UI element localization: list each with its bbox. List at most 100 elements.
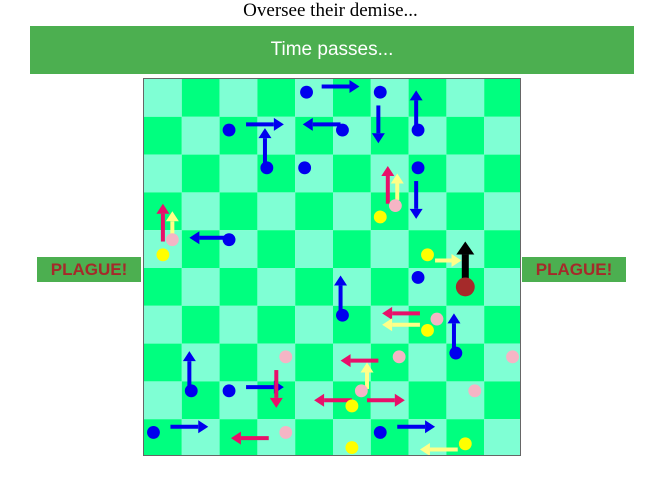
piece-blue xyxy=(336,123,349,137)
board-cell xyxy=(257,192,296,231)
page-title: Oversee their demise... xyxy=(243,0,418,21)
piece-yellow xyxy=(373,210,387,224)
piece-yellow xyxy=(421,323,434,337)
piece-blue xyxy=(373,426,387,439)
board-cell xyxy=(484,154,520,193)
board-cell xyxy=(257,305,296,344)
piece-pink xyxy=(279,426,293,439)
arrow-blue-head xyxy=(302,117,313,131)
piece-blue xyxy=(411,161,425,175)
piece-blue xyxy=(336,308,349,322)
arrow-magenta-head xyxy=(382,306,393,320)
board-cell xyxy=(446,192,485,231)
board-cell xyxy=(484,116,520,155)
arrow-yellow-head xyxy=(382,318,393,332)
piece-pink xyxy=(165,233,179,247)
arrow-blue-head xyxy=(409,208,423,219)
board-cell xyxy=(144,79,182,117)
board-cell xyxy=(144,305,182,344)
piece-yellow xyxy=(421,248,434,262)
arrow-magenta-head xyxy=(381,165,395,176)
board-cell xyxy=(295,154,333,193)
arrow-blue-head xyxy=(198,420,209,434)
arrow-magenta-head xyxy=(230,431,241,445)
arrow-blue-head xyxy=(409,90,423,101)
piece-blue xyxy=(298,161,312,175)
board-cell xyxy=(484,305,520,344)
piece-blue xyxy=(222,233,236,247)
arrow-blue-head xyxy=(425,420,436,434)
board-cell xyxy=(484,419,520,455)
piece-blue xyxy=(184,384,198,398)
board-cell xyxy=(181,192,220,231)
piece-blue xyxy=(260,161,274,175)
piece-pink xyxy=(392,350,406,364)
board-cell xyxy=(295,305,333,344)
piece-blue xyxy=(449,346,463,360)
piece-yellow xyxy=(458,437,472,451)
board-cell xyxy=(219,192,258,231)
arrow-black-head xyxy=(456,241,475,255)
board-cell xyxy=(333,230,371,268)
piece-pink xyxy=(354,384,368,398)
arrow-blue-head xyxy=(258,128,272,139)
piece-blue xyxy=(147,426,160,439)
board-cell xyxy=(295,268,333,306)
arrow-blue-head xyxy=(349,80,360,94)
piece-blue xyxy=(222,384,236,398)
arrow-blue-head xyxy=(273,117,284,131)
board-cell xyxy=(219,79,258,117)
board-cell xyxy=(257,79,296,117)
piece-pink xyxy=(506,350,519,364)
arrow-blue-head xyxy=(189,231,200,245)
arrow-yellow-head xyxy=(360,362,374,373)
arrow-yellow-head xyxy=(165,211,179,222)
arrow-blue-head xyxy=(334,275,348,286)
piece-pink xyxy=(430,312,444,326)
piece-blue xyxy=(300,85,313,99)
board-cell xyxy=(484,192,520,231)
board-cell xyxy=(446,79,485,117)
plague-button-right[interactable]: PLAGUE! xyxy=(522,257,626,282)
board-cell xyxy=(219,305,258,344)
board-cell xyxy=(219,268,258,306)
board-cell xyxy=(144,116,182,155)
time-passes-button[interactable]: Time passes... xyxy=(30,26,634,74)
piece-yellow xyxy=(156,248,170,262)
game-board[interactable] xyxy=(143,78,521,456)
board-cell xyxy=(446,116,485,155)
board-cell xyxy=(181,116,220,155)
plague-button-left[interactable]: PLAGUE! xyxy=(37,257,141,282)
board-cell xyxy=(181,268,220,306)
board-cell xyxy=(370,230,409,268)
arrow-magenta-head xyxy=(156,203,170,214)
piece-blue xyxy=(222,123,236,137)
board-cell xyxy=(295,343,333,382)
piece-yellow xyxy=(345,399,359,413)
board-cell xyxy=(333,154,371,193)
arrow-yellow-head xyxy=(419,442,430,455)
board-cell xyxy=(295,192,333,231)
board-cell xyxy=(219,154,258,193)
arrow-yellow-head xyxy=(451,253,462,267)
piece-blue xyxy=(373,85,387,99)
board-cell xyxy=(333,192,371,231)
board-cell xyxy=(144,343,182,382)
board-cell xyxy=(295,419,333,455)
board-cell xyxy=(219,343,258,382)
arrow-blue-head xyxy=(182,351,196,362)
arrow-magenta-head xyxy=(340,354,351,368)
board-cell xyxy=(446,154,485,193)
board-cell xyxy=(484,268,520,306)
board-cell xyxy=(181,305,220,344)
board-cell xyxy=(257,268,296,306)
piece-pink xyxy=(388,199,402,213)
board-cell xyxy=(484,381,520,420)
arrow-blue-head xyxy=(371,133,385,144)
piece-yellow xyxy=(345,441,359,454)
board-cell xyxy=(408,381,447,420)
board-cell xyxy=(370,268,409,306)
board-cell xyxy=(484,79,520,117)
arrow-magenta-head xyxy=(269,397,283,408)
piece-infected xyxy=(455,277,475,297)
